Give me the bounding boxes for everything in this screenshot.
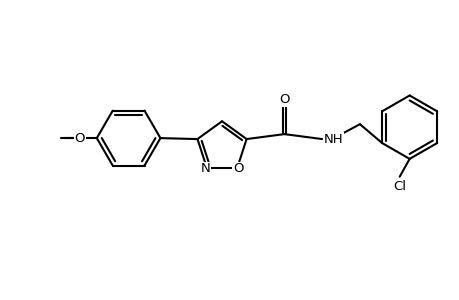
Text: Cl: Cl	[392, 180, 405, 193]
Text: O: O	[232, 162, 243, 176]
Text: O: O	[74, 132, 85, 145]
Text: O: O	[279, 93, 289, 106]
Text: NH: NH	[324, 133, 343, 146]
Text: N: N	[201, 162, 210, 176]
